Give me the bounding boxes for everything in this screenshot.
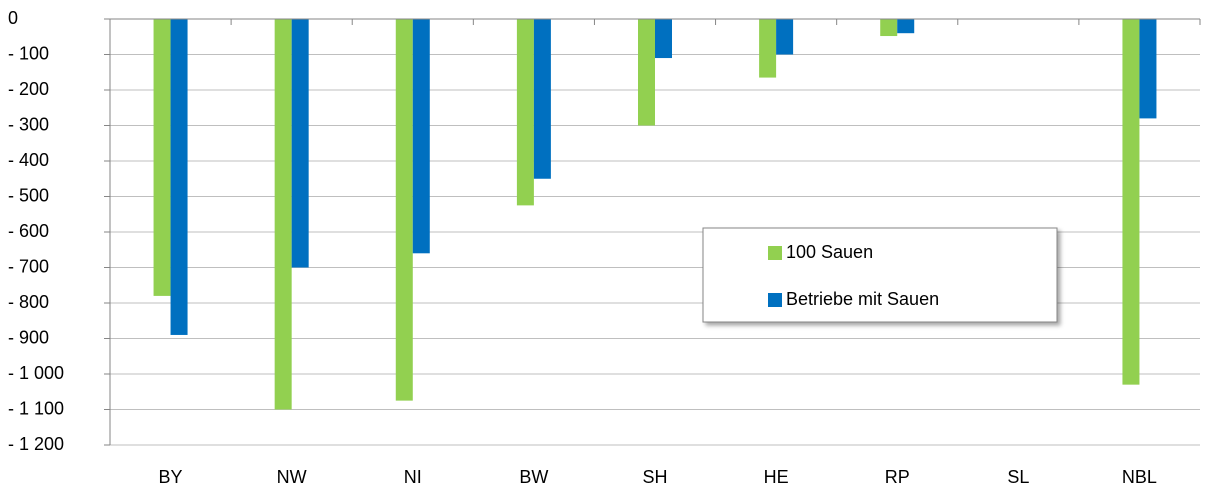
x-tick-label: NW xyxy=(277,467,307,487)
y-tick-label: - 600 xyxy=(8,221,49,241)
y-tick-label: - 800 xyxy=(8,292,49,312)
y-tick-label: - 900 xyxy=(8,327,49,347)
bar xyxy=(274,19,292,410)
legend-box xyxy=(702,227,1058,323)
bar xyxy=(897,19,915,34)
y-tick-label: - 700 xyxy=(8,256,49,276)
legend-swatch xyxy=(768,246,782,260)
y-tick-label: - 200 xyxy=(8,79,49,99)
y-tick-label: - 1 200 xyxy=(8,434,64,454)
y-tick-label: - 300 xyxy=(8,114,49,134)
y-tick-label: - 1 100 xyxy=(8,398,64,418)
bar xyxy=(170,19,188,335)
bar xyxy=(655,19,672,59)
y-tick-label: - 500 xyxy=(8,185,49,205)
x-tick-label: SL xyxy=(1007,467,1029,487)
bar xyxy=(1139,19,1157,119)
x-tick-label: BW xyxy=(519,467,548,487)
x-tick-label: HE xyxy=(764,467,789,487)
x-tick-label: NI xyxy=(404,467,422,487)
x-tick-label: NBL xyxy=(1122,467,1157,487)
legend: 100 Sauen Betriebe mit Sauen xyxy=(702,227,1058,323)
legend-label: Betriebe mit Sauen xyxy=(786,289,939,309)
legend-label: 100 Sauen xyxy=(786,242,873,262)
bar xyxy=(759,19,777,78)
bar xyxy=(776,19,794,55)
bar xyxy=(516,19,534,206)
bar xyxy=(638,19,655,126)
x-tick-label: SH xyxy=(642,467,667,487)
y-tick-label: - 400 xyxy=(8,150,49,170)
bar xyxy=(412,19,430,254)
legend-swatch xyxy=(768,293,782,307)
bar xyxy=(1122,19,1140,385)
y-tick-label: 0 xyxy=(8,8,18,28)
bar xyxy=(533,19,551,179)
x-tick-label: BY xyxy=(159,467,183,487)
bar xyxy=(291,19,309,268)
bar xyxy=(880,19,898,37)
y-tick-label: - 1 000 xyxy=(8,363,64,383)
bar xyxy=(395,19,413,401)
x-tick-label: RP xyxy=(885,467,910,487)
bar xyxy=(153,19,171,296)
y-tick-label: - 100 xyxy=(8,43,49,63)
